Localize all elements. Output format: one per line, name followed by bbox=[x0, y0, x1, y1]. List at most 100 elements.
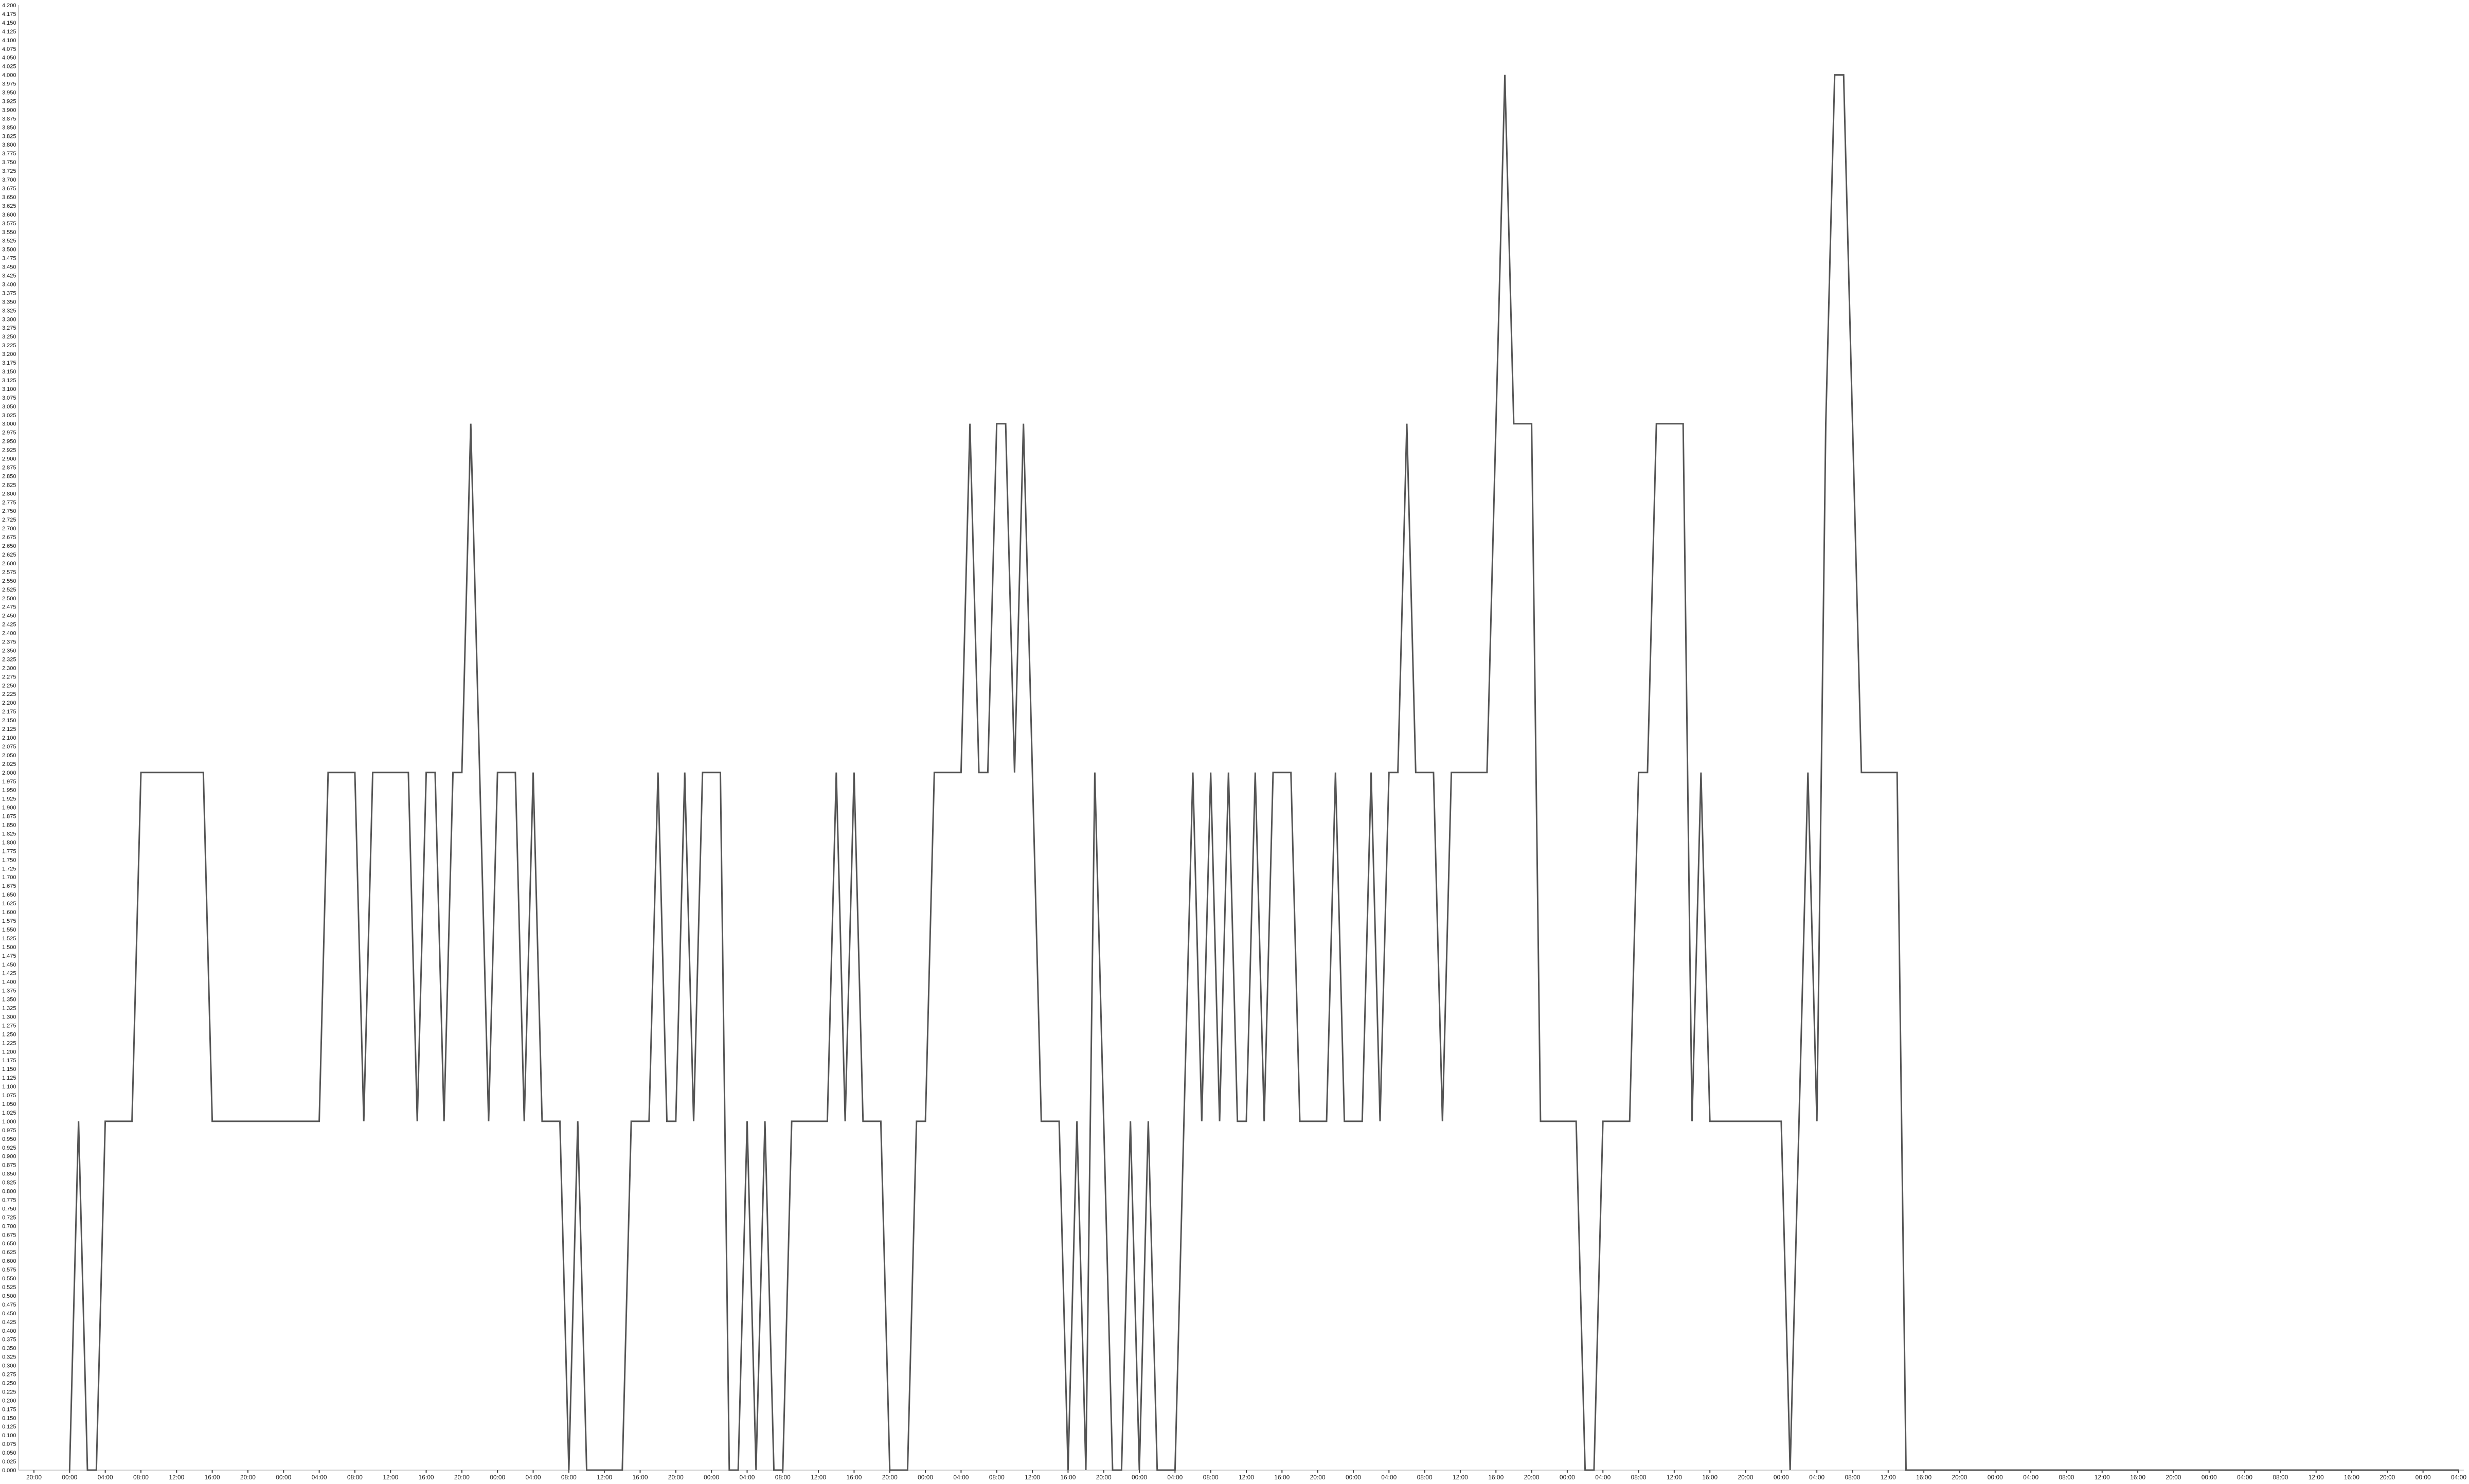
y-tick-label: 2.250 bbox=[2, 683, 16, 689]
y-tick-label: 2.800 bbox=[2, 491, 16, 497]
y-tick-label: 2.150 bbox=[2, 718, 16, 724]
y-tick-label: 2.650 bbox=[2, 543, 16, 549]
x-tick-label: 00:00 bbox=[1774, 1474, 1789, 1481]
y-tick-label: 0.225 bbox=[2, 1389, 16, 1395]
x-tick-label: 04:00 bbox=[739, 1474, 755, 1481]
y-tick-label: 0.325 bbox=[2, 1354, 16, 1361]
y-tick-label: 0.175 bbox=[2, 1406, 16, 1413]
y-tick-label: 1.550 bbox=[2, 927, 16, 933]
y-tick-label: 1.775 bbox=[2, 848, 16, 854]
y-tick-label: 4.075 bbox=[2, 46, 16, 52]
y-tick-label: 1.175 bbox=[2, 1058, 16, 1064]
y-tick-label: 0.625 bbox=[2, 1249, 16, 1256]
y-tick-label: 2.975 bbox=[2, 430, 16, 436]
x-tick-label: 00:00 bbox=[918, 1474, 933, 1481]
y-tick-label: 4.125 bbox=[2, 29, 16, 35]
y-tick-label: 3.025 bbox=[2, 413, 16, 419]
y-tick-label: 3.875 bbox=[2, 116, 16, 122]
y-tick-label: 1.100 bbox=[2, 1084, 16, 1090]
y-tick-label: 1.950 bbox=[2, 788, 16, 794]
y-tick-label: 1.625 bbox=[2, 901, 16, 907]
x-tick-label: 12:00 bbox=[1239, 1474, 1254, 1481]
x-tick-label: 16:00 bbox=[632, 1474, 648, 1481]
x-tick-label: 16:00 bbox=[419, 1474, 434, 1481]
y-tick-label: 3.900 bbox=[2, 107, 16, 113]
y-tick-label: 2.350 bbox=[2, 648, 16, 654]
x-tick-label: 20:00 bbox=[454, 1474, 470, 1481]
y-tick-label: 3.725 bbox=[2, 168, 16, 174]
y-tick-label: 2.000 bbox=[2, 770, 16, 776]
y-tick-label: 2.725 bbox=[2, 517, 16, 523]
y-tick-label: 1.800 bbox=[2, 839, 16, 846]
y-tick-label: 1.500 bbox=[2, 944, 16, 951]
y-tick-label: 3.775 bbox=[2, 151, 16, 157]
y-tick-label: 2.425 bbox=[2, 622, 16, 628]
y-tick-label: 0.675 bbox=[2, 1232, 16, 1238]
y-tick-label: 1.725 bbox=[2, 866, 16, 872]
x-tick-label: 12:00 bbox=[2095, 1474, 2110, 1481]
y-tick-label: 3.350 bbox=[2, 299, 16, 305]
y-tick-label: 3.675 bbox=[2, 186, 16, 192]
x-tick-label: 20:00 bbox=[240, 1474, 256, 1481]
y-tick-label: 2.850 bbox=[2, 473, 16, 479]
y-tick-label: 2.475 bbox=[2, 604, 16, 611]
x-tick-label: 16:00 bbox=[1488, 1474, 1504, 1481]
y-tick-label: 3.150 bbox=[2, 369, 16, 375]
x-tick-label: 08:00 bbox=[775, 1474, 791, 1481]
y-tick-label: 0.975 bbox=[2, 1128, 16, 1134]
x-tick-label: 08:00 bbox=[1417, 1474, 1433, 1481]
series-layer bbox=[68, 74, 2459, 1471]
y-tick-label: 2.375 bbox=[2, 639, 16, 646]
y-tick-label: 1.650 bbox=[2, 892, 16, 898]
y-tick-label: 2.325 bbox=[2, 656, 16, 663]
y-tick-label: 1.025 bbox=[2, 1110, 16, 1116]
y-tick-label: 3.575 bbox=[2, 221, 16, 227]
y-tick-label: 0.475 bbox=[2, 1302, 16, 1308]
y-tick-label: 2.675 bbox=[2, 534, 16, 541]
y-tick-label: 3.225 bbox=[2, 343, 16, 349]
x-tick-label: 16:00 bbox=[1702, 1474, 1717, 1481]
y-tick-label: 4.025 bbox=[2, 64, 16, 70]
x-tick-label: 12:00 bbox=[383, 1474, 398, 1481]
x-tick-label: 12:00 bbox=[2309, 1474, 2324, 1481]
y-tick-label: 0.100 bbox=[2, 1433, 16, 1439]
y-tick-label: 0.850 bbox=[2, 1171, 16, 1177]
x-tick-label: 20:00 bbox=[668, 1474, 684, 1481]
y-tick-label: 4.000 bbox=[2, 73, 16, 79]
x-tick-label: 20:00 bbox=[1524, 1474, 1540, 1481]
x-axis: 20:00 00:00 04:00 08:00 12:00 16:00 20:00 00:00… bbox=[19, 1470, 2466, 1481]
y-tick-label: 0.825 bbox=[2, 1180, 16, 1186]
y-tick-label: 3.925 bbox=[2, 98, 16, 104]
y-tick-label: 1.200 bbox=[2, 1049, 16, 1055]
x-tick-label: 16:00 bbox=[846, 1474, 862, 1481]
y-tick-label: 3.525 bbox=[2, 238, 16, 244]
y-tick-label: 2.950 bbox=[2, 439, 16, 445]
y-tick-label: 3.250 bbox=[2, 334, 16, 340]
y-tick-label: 1.825 bbox=[2, 831, 16, 837]
y-tick-label: 2.125 bbox=[2, 726, 16, 732]
y-tick-label: 2.100 bbox=[2, 735, 16, 741]
x-tick-label: 20:00 bbox=[1738, 1474, 1754, 1481]
y-tick-label: 4.200 bbox=[2, 3, 16, 9]
y-tick-label: 2.825 bbox=[2, 482, 16, 488]
x-tick-label: 08:00 bbox=[2059, 1474, 2074, 1481]
y-tick-label: 4.100 bbox=[2, 38, 16, 44]
x-tick-label: 04:00 bbox=[2237, 1474, 2252, 1481]
y-tick-label: 0.650 bbox=[2, 1241, 16, 1247]
y-tick-label: 3.700 bbox=[2, 177, 16, 183]
y-tick-label: 0.525 bbox=[2, 1284, 16, 1291]
y-tick-label: 1.875 bbox=[2, 814, 16, 820]
y-tick-label: 4.050 bbox=[2, 55, 16, 61]
x-tick-label: 08:00 bbox=[1631, 1474, 1647, 1481]
y-tick-label: 0.600 bbox=[2, 1258, 16, 1264]
y-tick-label: 0.775 bbox=[2, 1197, 16, 1203]
x-tick-label: 04:00 bbox=[1381, 1474, 1397, 1481]
y-tick-label: 3.650 bbox=[2, 194, 16, 201]
y-tick-label: 2.875 bbox=[2, 464, 16, 471]
y-tick-label: 2.400 bbox=[2, 631, 16, 637]
x-tick-label: 20:00 bbox=[2379, 1474, 2395, 1481]
y-tick-label: 2.175 bbox=[2, 709, 16, 715]
y-tick-label: 3.325 bbox=[2, 308, 16, 314]
y-tick-label: 1.375 bbox=[2, 988, 16, 994]
